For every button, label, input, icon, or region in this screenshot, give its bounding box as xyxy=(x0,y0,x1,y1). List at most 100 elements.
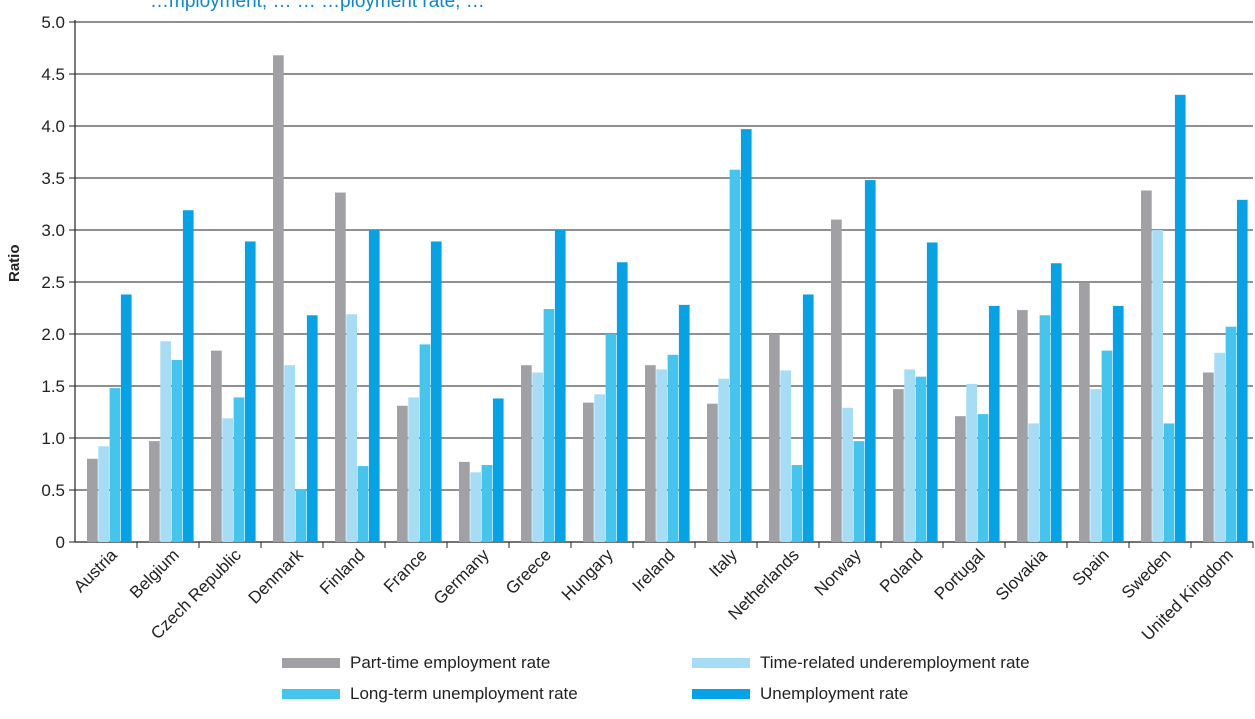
bar-czech-republic-series-0 xyxy=(211,350,222,542)
y-tick-label: 4.0 xyxy=(41,117,65,136)
bar-sweden-series-2 xyxy=(1163,423,1175,542)
y-tick-label: 0.5 xyxy=(41,481,65,500)
bar-ireland-series-3 xyxy=(678,304,690,542)
legend-swatch-unemployment xyxy=(692,689,750,699)
legend-label-unemployment: Unemployment rate xyxy=(760,684,909,703)
x-tick-label: Austria xyxy=(70,545,121,596)
bar-portugal-series-0 xyxy=(955,416,966,542)
bar-spain-series-1 xyxy=(1090,389,1101,542)
bar-sweden-series-3 xyxy=(1174,94,1186,543)
x-tick-label: Belgium xyxy=(126,545,183,602)
x-tick-label: Portugal xyxy=(931,545,989,603)
bar-austria-series-1 xyxy=(98,446,109,542)
bar-sweden-series-1 xyxy=(1152,230,1163,542)
x-tick-label: Ireland xyxy=(629,545,679,595)
bar-netherlands-series-2 xyxy=(791,465,803,542)
bar-finland-series-3 xyxy=(368,230,380,542)
bar-denmark-series-1 xyxy=(284,365,295,542)
bar-netherlands-series-1 xyxy=(780,370,791,542)
bar-austria-series-0 xyxy=(87,458,98,542)
bar-poland-series-2 xyxy=(915,376,927,542)
legend-item-part-time: Part-time employment rate xyxy=(282,653,550,673)
bar-slovakia-series-2 xyxy=(1039,315,1051,542)
bar-belgium-series-2 xyxy=(171,360,183,542)
bar-portugal-series-2 xyxy=(977,414,989,542)
bar-greece-series-1 xyxy=(532,372,543,542)
bar-sweden-series-0 xyxy=(1141,190,1152,543)
bar-denmark-series-2 xyxy=(295,488,307,542)
bar-italy-series-1 xyxy=(718,378,729,542)
legend-label-long-term: Long-term unemployment rate xyxy=(350,684,578,703)
y-tick-label: 0 xyxy=(56,533,65,552)
bar-germany-series-0 xyxy=(459,461,470,542)
bar-czech-republic-series-2 xyxy=(233,397,245,542)
x-tick-label: Spain xyxy=(1069,545,1113,589)
x-tick-label: Denmark xyxy=(245,545,308,608)
bar-poland-series-1 xyxy=(904,369,915,542)
bar-united-kingdom-series-2 xyxy=(1225,326,1237,542)
x-tick-label: Slovakia xyxy=(992,545,1051,604)
bar-greece-series-0 xyxy=(521,365,532,542)
x-tick-label: Italy xyxy=(705,545,741,581)
x-tick-label: Germany xyxy=(430,545,493,608)
bar-france-series-0 xyxy=(397,405,408,542)
bar-austria-series-2 xyxy=(109,388,121,542)
bar-slovakia-series-3 xyxy=(1050,263,1062,542)
y-tick-label: 2.0 xyxy=(41,325,65,344)
legend-item-unemployment: Unemployment rate xyxy=(692,684,908,704)
bar-spain-series-0 xyxy=(1079,283,1090,542)
legend-label-part-time: Part-time employment rate xyxy=(350,653,551,672)
y-axis-label: Ratio xyxy=(6,244,23,283)
y-tick-label: 2.5 xyxy=(41,273,65,292)
bar-belgium-series-1 xyxy=(160,341,171,542)
y-tick-label: 1.0 xyxy=(41,429,65,448)
bar-slovakia-series-0 xyxy=(1017,310,1028,542)
bar-slovakia-series-1 xyxy=(1028,423,1039,542)
bar-finland-series-1 xyxy=(346,314,357,542)
bar-czech-republic-series-3 xyxy=(244,241,256,542)
bar-norway-series-2 xyxy=(853,441,865,542)
legend-swatch-long-term xyxy=(282,689,340,699)
bar-united-kingdom-series-3 xyxy=(1236,199,1248,542)
bar-united-kingdom-series-1 xyxy=(1214,352,1225,542)
legend-swatch-part-time xyxy=(282,658,340,668)
legend-item-long-term: Long-term unemployment rate xyxy=(282,684,578,704)
bar-hungary-series-3 xyxy=(616,262,628,542)
bar-italy-series-0 xyxy=(707,403,718,542)
bar-denmark-series-0 xyxy=(273,55,284,542)
bar-poland-series-0 xyxy=(893,389,904,542)
bar-greece-series-2 xyxy=(543,309,555,542)
legend-item-underemployment: Time-related underemployment rate xyxy=(692,653,1030,673)
chart-title-fragment: …mployment, … … …ployment rate, … xyxy=(150,0,485,12)
y-tick-label: 4.5 xyxy=(41,65,65,84)
bar-netherlands-series-0 xyxy=(769,334,780,542)
y-tick-label: 3.0 xyxy=(41,221,65,240)
bar-denmark-series-3 xyxy=(306,315,318,542)
bar-finland-series-0 xyxy=(335,192,346,542)
bar-italy-series-2 xyxy=(729,169,741,542)
x-tick-label: Finland xyxy=(316,545,369,598)
bar-germany-series-1 xyxy=(470,472,481,542)
bar-ireland-series-2 xyxy=(667,354,679,542)
bar-hungary-series-2 xyxy=(605,334,617,542)
bar-netherlands-series-3 xyxy=(802,294,814,542)
y-tick-label: 1.5 xyxy=(41,377,65,396)
bar-spain-series-3 xyxy=(1112,305,1124,542)
bar-united-kingdom-series-0 xyxy=(1203,372,1214,542)
bar-hungary-series-1 xyxy=(594,394,605,542)
bar-france-series-2 xyxy=(419,344,431,542)
bar-belgium-series-0 xyxy=(149,441,160,542)
bar-italy-series-3 xyxy=(740,129,752,542)
bar-france-series-1 xyxy=(408,397,419,542)
bar-belgium-series-3 xyxy=(182,210,194,543)
y-tick-label: 5.0 xyxy=(41,13,65,32)
y-tick-label: 3.5 xyxy=(41,169,65,188)
bar-ireland-series-0 xyxy=(645,365,656,542)
bar-norway-series-3 xyxy=(864,180,876,542)
bar-poland-series-3 xyxy=(926,242,938,543)
bar-czech-republic-series-1 xyxy=(222,418,233,542)
x-tick-label: France xyxy=(380,545,431,596)
bar-portugal-series-3 xyxy=(988,305,1000,542)
x-tick-label: Hungary xyxy=(558,545,617,604)
